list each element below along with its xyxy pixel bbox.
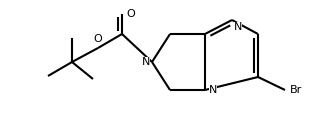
Text: N: N <box>209 85 217 95</box>
Text: O: O <box>94 34 102 44</box>
Text: N: N <box>141 57 150 67</box>
Text: N: N <box>234 22 242 32</box>
Text: O: O <box>126 9 135 19</box>
Text: Br: Br <box>290 85 302 95</box>
